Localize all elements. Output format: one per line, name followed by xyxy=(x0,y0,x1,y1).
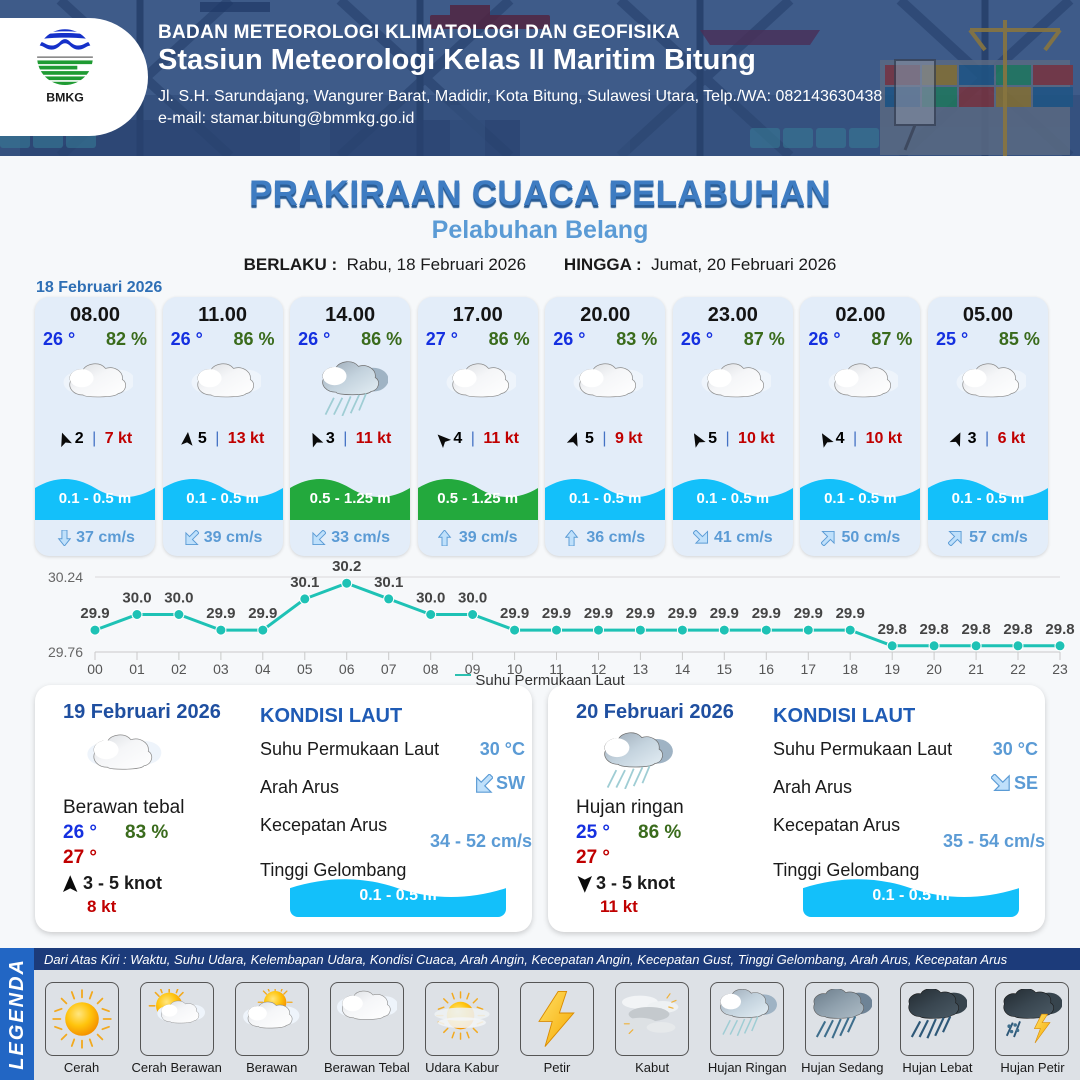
svg-text:30.1: 30.1 xyxy=(290,574,319,591)
svg-text:29.9: 29.9 xyxy=(710,605,739,622)
svg-text:BMKG: BMKG xyxy=(46,90,84,104)
svg-text:29.9: 29.9 xyxy=(542,605,571,622)
svg-text:29.9: 29.9 xyxy=(752,605,781,622)
svg-text:29.9: 29.9 xyxy=(500,605,529,622)
svg-text:29.9: 29.9 xyxy=(836,605,865,622)
svg-text:29.9: 29.9 xyxy=(584,605,613,622)
svg-text:29.9: 29.9 xyxy=(206,605,235,622)
svg-text:30.24: 30.24 xyxy=(48,569,83,585)
svg-text:30.0: 30.0 xyxy=(164,590,193,607)
svg-text:30.1: 30.1 xyxy=(374,574,403,591)
svg-text:29.76: 29.76 xyxy=(48,644,83,660)
svg-text:29.8: 29.8 xyxy=(919,621,948,638)
svg-text:30.0: 30.0 xyxy=(458,590,487,607)
svg-text:30.0: 30.0 xyxy=(122,590,151,607)
svg-text:29.9: 29.9 xyxy=(794,605,823,622)
svg-text:29.8: 29.8 xyxy=(1003,621,1032,638)
svg-text:29.9: 29.9 xyxy=(248,605,277,622)
svg-text:29.9: 29.9 xyxy=(668,605,697,622)
svg-text:30.0: 30.0 xyxy=(416,590,445,607)
svg-text:29.9: 29.9 xyxy=(626,605,655,622)
svg-text:29.8: 29.8 xyxy=(1045,621,1074,638)
svg-text:30.2: 30.2 xyxy=(332,558,361,575)
svg-text:29.9: 29.9 xyxy=(80,605,109,622)
svg-text:29.8: 29.8 xyxy=(961,621,990,638)
svg-text:29.8: 29.8 xyxy=(878,621,907,638)
